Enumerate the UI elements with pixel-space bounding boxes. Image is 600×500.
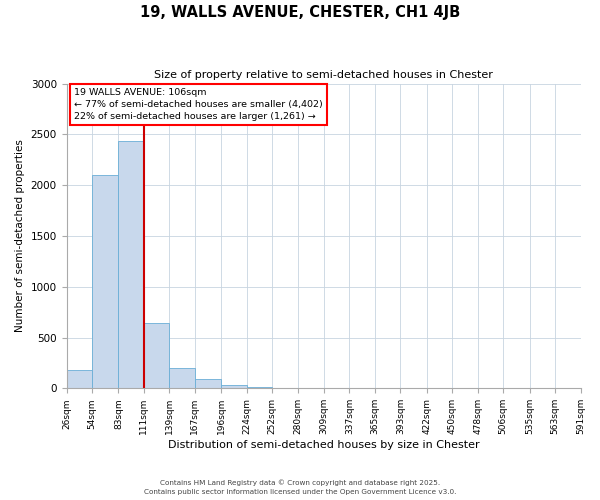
Bar bbox=[67, 370, 92, 388]
Bar bbox=[195, 379, 221, 388]
Bar bbox=[169, 368, 195, 388]
Text: 19, WALLS AVENUE, CHESTER, CH1 4JB: 19, WALLS AVENUE, CHESTER, CH1 4JB bbox=[140, 5, 460, 20]
Bar bbox=[118, 142, 144, 388]
Bar bbox=[144, 323, 169, 388]
X-axis label: Distribution of semi-detached houses by size in Chester: Distribution of semi-detached houses by … bbox=[168, 440, 479, 450]
Bar bbox=[221, 385, 247, 388]
Y-axis label: Number of semi-detached properties: Number of semi-detached properties bbox=[15, 140, 25, 332]
Text: 19 WALLS AVENUE: 106sqm
← 77% of semi-detached houses are smaller (4,402)
22% of: 19 WALLS AVENUE: 106sqm ← 77% of semi-de… bbox=[74, 88, 323, 120]
Text: Contains HM Land Registry data © Crown copyright and database right 2025.
Contai: Contains HM Land Registry data © Crown c… bbox=[144, 480, 456, 495]
Title: Size of property relative to semi-detached houses in Chester: Size of property relative to semi-detach… bbox=[154, 70, 493, 80]
Bar bbox=[92, 175, 118, 388]
